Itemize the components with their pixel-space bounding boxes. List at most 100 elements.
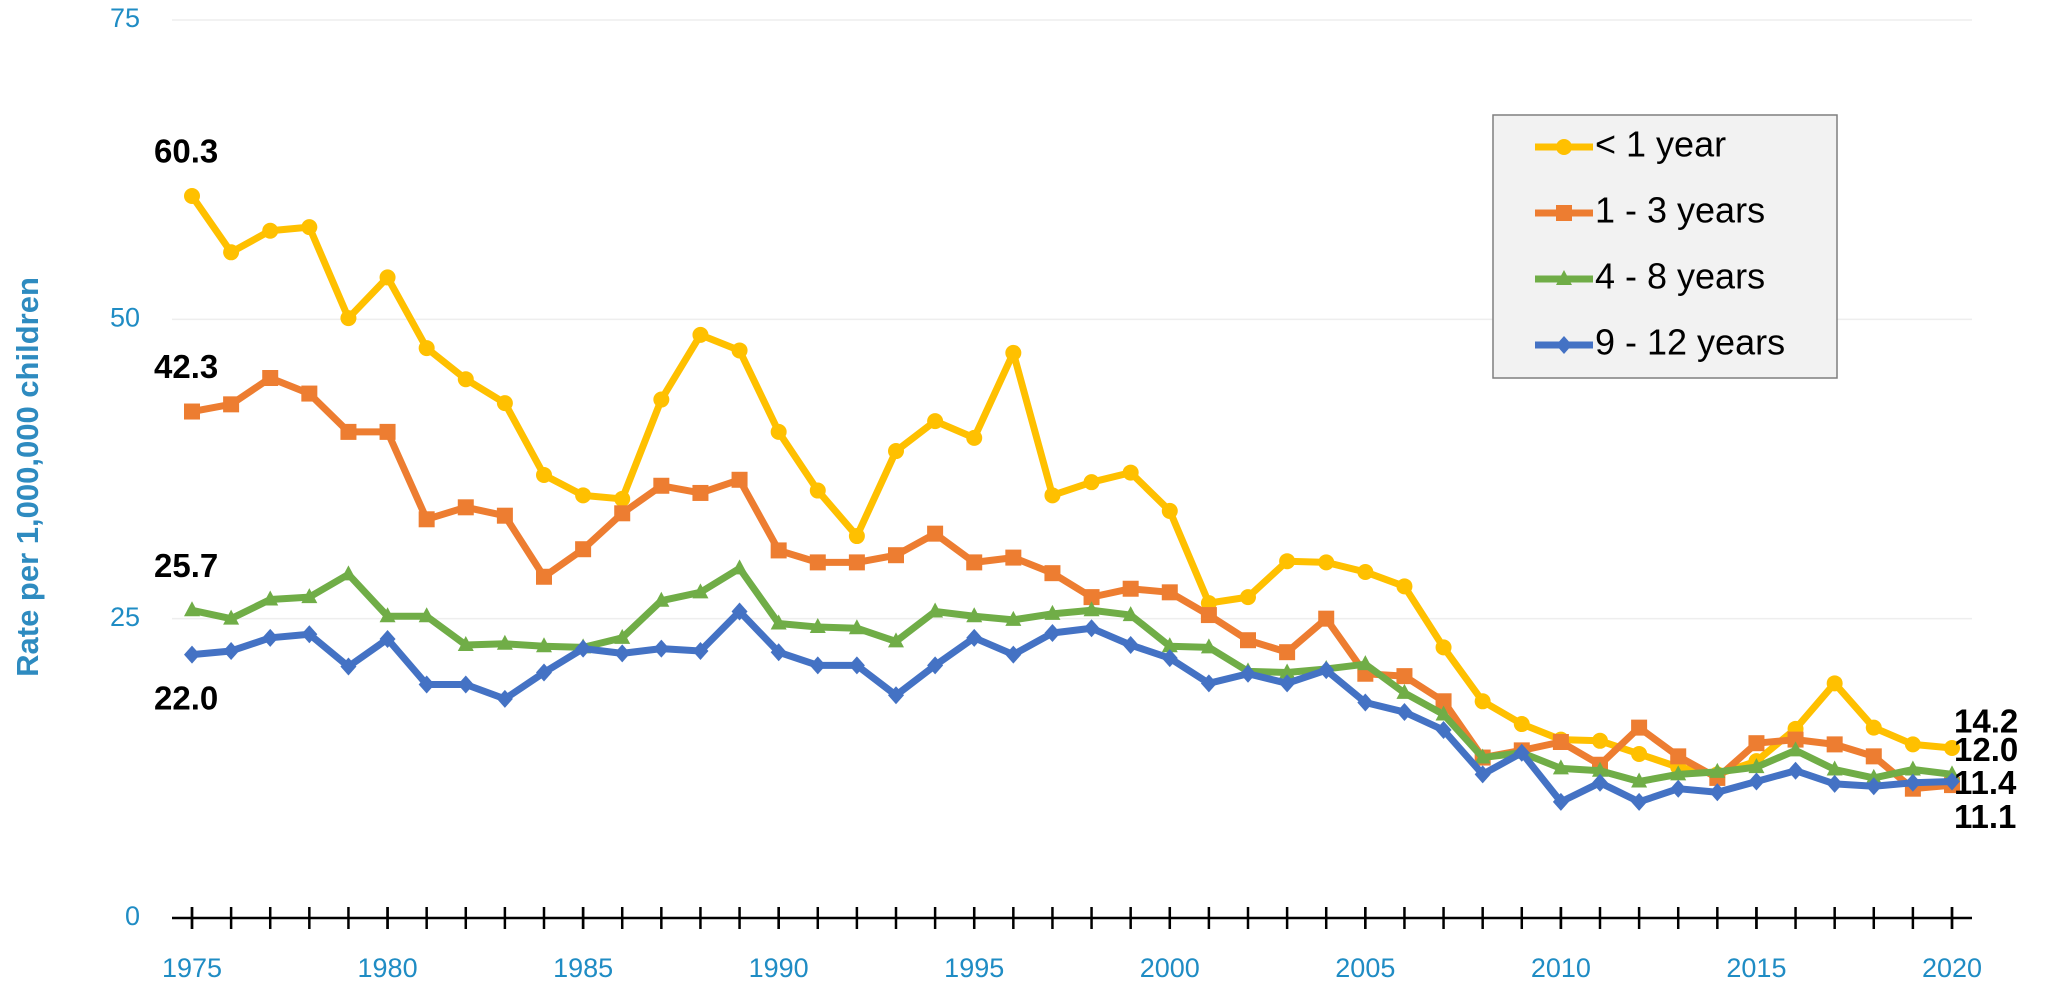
data-point	[888, 686, 904, 705]
data-point	[1396, 578, 1413, 595]
data-point	[1592, 761, 1608, 777]
data-point	[1279, 674, 1296, 693]
data-point	[262, 370, 279, 387]
data-point	[1865, 777, 1882, 796]
data-point	[1318, 554, 1335, 571]
data-point	[966, 607, 983, 623]
data-point	[1944, 772, 1960, 791]
legend-marker	[1556, 139, 1572, 155]
data-point	[1904, 760, 1921, 776]
data-point	[770, 643, 787, 662]
data-point	[1748, 758, 1765, 774]
legend-label: < 1 year	[1595, 124, 1726, 165]
data-point	[418, 340, 435, 357]
data-point	[1279, 644, 1296, 661]
data-point	[1161, 502, 1178, 519]
data-point	[1865, 719, 1882, 736]
y-axis-label: Rate per 1,000,000 children	[10, 277, 45, 677]
data-point	[888, 443, 904, 460]
data-point	[1005, 610, 1022, 626]
data-point	[1474, 693, 1491, 710]
data-label: 14.2	[1954, 703, 2018, 740]
data-point	[731, 602, 748, 621]
data-point	[1904, 773, 1921, 792]
series	[184, 559, 1960, 788]
data-point	[1005, 344, 1022, 361]
data-label: 25.7	[154, 547, 218, 584]
data-point	[457, 371, 474, 388]
data-point	[848, 554, 865, 571]
data-point	[1826, 760, 1843, 776]
data-point	[1083, 619, 1100, 638]
data-point	[653, 639, 670, 658]
data-point	[1592, 732, 1608, 749]
data-label: 11.1	[1954, 798, 2016, 835]
data-point	[536, 568, 552, 585]
data-point	[1709, 762, 1726, 778]
data-point	[418, 511, 435, 528]
data-point	[1787, 731, 1804, 748]
data-point	[1357, 655, 1374, 671]
legend-marker	[1556, 336, 1572, 354]
data-point	[379, 630, 396, 649]
data-point	[1122, 606, 1139, 622]
data-point	[966, 554, 983, 571]
y-tick-label: 50	[110, 302, 140, 332]
data-point	[1396, 703, 1413, 722]
data-point	[1513, 716, 1530, 733]
series-line	[189, 194, 1953, 778]
series-line	[191, 564, 1953, 786]
data-point	[1552, 792, 1569, 811]
data-point	[301, 625, 318, 644]
data-point	[1083, 589, 1100, 606]
data-point	[888, 547, 904, 564]
data-point	[301, 588, 318, 604]
data-point	[1240, 664, 1256, 683]
series	[184, 602, 1960, 811]
data-point	[809, 554, 826, 571]
y-tick-label: 0	[125, 901, 140, 931]
data-point	[1826, 774, 1843, 793]
data-point	[536, 466, 552, 483]
data-point	[653, 391, 670, 408]
data-point	[614, 644, 631, 663]
data-point	[966, 429, 983, 446]
data-point	[809, 618, 826, 634]
data-point	[1357, 563, 1374, 580]
x-tick-label: 2015	[1726, 953, 1786, 983]
data-label: 60.3	[154, 133, 218, 170]
data-point	[692, 326, 709, 343]
data-label: 12.0	[1954, 731, 2018, 768]
data-point	[809, 656, 826, 675]
data-point	[496, 689, 513, 708]
data-point	[1161, 637, 1178, 653]
series-line	[191, 607, 1953, 806]
data-point	[653, 591, 670, 607]
data-point	[653, 477, 670, 494]
x-tick-label: 2010	[1531, 953, 1591, 983]
data-point	[1161, 584, 1178, 601]
data-point	[731, 559, 748, 575]
data-point	[340, 565, 357, 581]
legend-label: 9 - 12 years	[1595, 322, 1785, 363]
x-tick-label: 1990	[749, 953, 809, 983]
data-point	[692, 583, 709, 599]
data-point	[340, 310, 357, 327]
legend-label: 4 - 8 years	[1595, 256, 1765, 297]
data-point	[692, 484, 709, 501]
x-tick-label: 2000	[1140, 953, 1200, 983]
data-point	[614, 628, 631, 644]
data-point	[1122, 464, 1139, 481]
data-point	[1709, 783, 1726, 802]
data-point	[184, 601, 200, 617]
data-point	[1122, 580, 1139, 597]
data-point	[1787, 761, 1804, 780]
data-point	[1279, 663, 1296, 679]
x-tick-label: 2005	[1335, 953, 1395, 983]
data-point	[848, 528, 865, 545]
data-point	[1200, 674, 1217, 693]
data-point	[1435, 639, 1452, 656]
data-point	[418, 675, 435, 694]
data-point	[1005, 645, 1022, 664]
data-point	[848, 656, 865, 675]
